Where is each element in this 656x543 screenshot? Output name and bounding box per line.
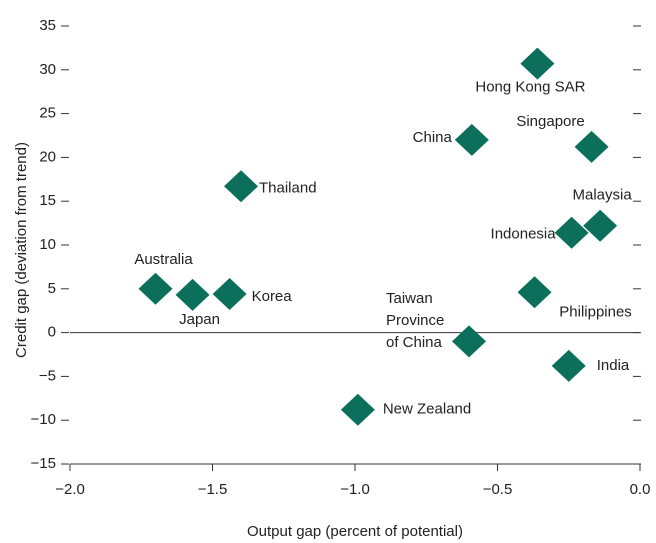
diamond-marker xyxy=(574,130,609,163)
point-label: China xyxy=(413,129,453,146)
x-tick-label: −0.5 xyxy=(483,481,513,498)
point-label: Thailand xyxy=(259,179,317,196)
point-label: Indonesia xyxy=(491,226,557,243)
diamond-marker xyxy=(554,216,589,249)
point-label: Korea xyxy=(252,288,293,305)
point-label: Taiwan Province of China xyxy=(386,290,445,352)
y-tick-label: 10 xyxy=(39,236,56,253)
diamond-marker xyxy=(583,209,618,242)
x-tick-label: −1.5 xyxy=(198,481,228,498)
y-tick-label: 5 xyxy=(48,280,56,297)
y-tick-label: 25 xyxy=(39,105,56,122)
x-axis-label: Output gap (percent of potential) xyxy=(247,523,463,540)
x-tick-label: 0.0 xyxy=(630,481,651,498)
y-tick-label: 0 xyxy=(48,324,56,341)
y-tick-label: 20 xyxy=(39,148,56,165)
diamond-marker xyxy=(175,278,210,311)
point-label: Australia xyxy=(134,251,193,268)
diamond-marker xyxy=(520,47,555,80)
diamond-marker xyxy=(212,278,247,311)
point-label: India xyxy=(597,357,630,374)
y-tick-label: 30 xyxy=(39,61,56,78)
point-label: New Zealand xyxy=(383,401,471,418)
x-tick-label: −1.0 xyxy=(340,481,370,498)
y-tick-label: 35 xyxy=(39,17,56,34)
diamond-marker xyxy=(551,349,586,382)
diamond-marker xyxy=(452,325,486,358)
point-label: Japan xyxy=(179,311,220,328)
y-tick-label: −10 xyxy=(31,411,56,428)
point-label: Malaysia xyxy=(573,187,633,204)
point-label: Singapore xyxy=(516,113,584,130)
point-label: Hong Kong SAR xyxy=(475,79,585,96)
y-tick-label: 15 xyxy=(39,192,56,209)
y-axis-label: Credit gap (deviation from trend) xyxy=(13,142,30,358)
y-tick-label: −15 xyxy=(31,455,56,472)
x-tick-label: −2.0 xyxy=(55,481,85,498)
y-tick-label: −5 xyxy=(39,367,56,384)
point-label: Philippines xyxy=(559,303,632,320)
diamond-marker xyxy=(454,123,489,156)
diamond-marker xyxy=(224,170,258,203)
diamond-marker xyxy=(340,393,375,426)
point-label-box: Taiwan Province of China xyxy=(386,290,445,352)
diamond-marker xyxy=(138,272,173,305)
diamond-marker xyxy=(517,276,552,309)
